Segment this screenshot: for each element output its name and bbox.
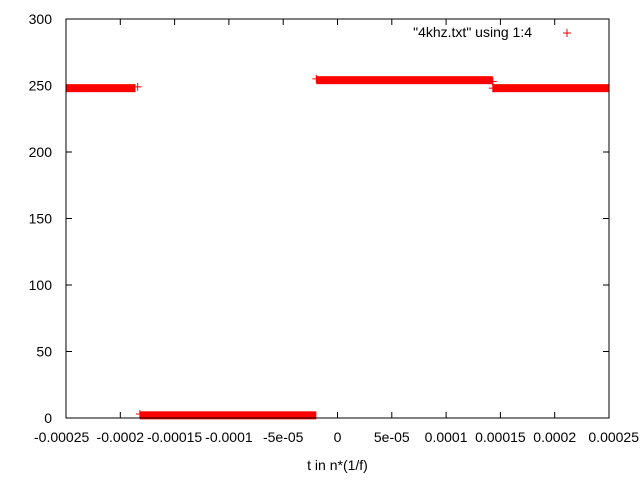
x-axis-ticks: -0.00025 -0.0002 -0.00015 -0.0001 -5e-05 0 5e-… — [34, 19, 639, 445]
y-tick-label: 50 — [36, 344, 52, 360]
y-tick-label: 100 — [29, 277, 53, 293]
data-run — [492, 84, 609, 93]
x-tick-label: -0.00025 — [34, 429, 89, 445]
x-tick-label: -0.0002 — [97, 429, 145, 445]
data-point — [488, 84, 497, 93]
y-tick-label: 200 — [29, 144, 53, 160]
data-run — [316, 76, 493, 85]
series-points — [66, 74, 609, 420]
data-point — [135, 410, 144, 419]
data-point — [133, 82, 142, 91]
x-tick-label: 5e-05 — [374, 429, 410, 445]
x-tick-label: 0.0001 — [425, 429, 468, 445]
x-tick-label: -5e-05 — [263, 429, 304, 445]
legend: "4khz.txt" using 1:4 — [413, 24, 571, 40]
x-tick-label: -0.00015 — [147, 429, 202, 445]
y-tick-label: 0 — [44, 410, 52, 426]
x-tick-label: 0.00025 — [588, 429, 639, 445]
legend-point — [563, 29, 571, 37]
y-axis-ticks: 0 50 100 150 200 250 300 — [29, 11, 609, 426]
x-tick-label: 0.0002 — [533, 429, 576, 445]
plot-frame — [65, 18, 610, 419]
data-run — [66, 84, 136, 93]
data-run — [139, 411, 317, 420]
x-axis-label: t in n*(1/f) — [307, 457, 368, 473]
x-tick-label: 0 — [334, 429, 342, 445]
x-tick-label: 0.00015 — [475, 429, 526, 445]
x-tick-label: -0.0001 — [205, 429, 253, 445]
legend-marker — [563, 29, 571, 37]
y-tick-label: 250 — [29, 78, 53, 94]
legend-label: "4khz.txt" using 1:4 — [413, 24, 532, 40]
y-tick-label: 300 — [29, 11, 53, 27]
y-tick-label: 150 — [29, 211, 53, 227]
data-point — [312, 74, 321, 83]
